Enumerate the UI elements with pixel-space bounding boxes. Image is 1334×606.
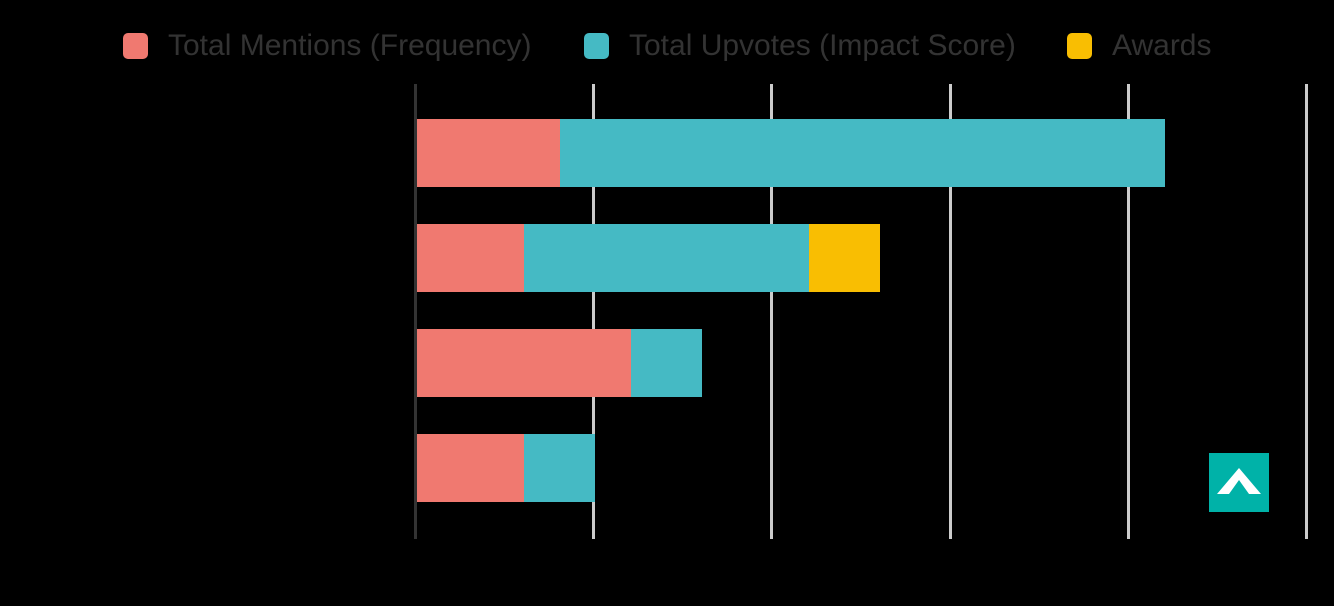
bar-row-2	[417, 329, 703, 397]
bar-row-3	[417, 434, 596, 502]
bar-segment-series-0[interactable]	[417, 434, 524, 502]
chevron-logo	[1209, 453, 1269, 512]
x-gridline	[592, 84, 596, 539]
legend-item-2[interactable]: Awards	[1067, 29, 1212, 63]
x-gridline	[770, 84, 774, 539]
bar-segment-series-1[interactable]	[523, 224, 810, 292]
x-gridline	[1126, 84, 1130, 539]
legend-swatch-icon	[584, 33, 609, 59]
bar-segment-series-0[interactable]	[417, 224, 524, 292]
legend-swatch-icon	[123, 33, 148, 59]
chevron-icon	[1217, 468, 1261, 494]
legend-label: Awards	[1112, 29, 1212, 62]
bar-segment-series-1[interactable]	[559, 119, 1166, 187]
y-axis-line	[414, 84, 417, 539]
bar-row-0	[417, 119, 1166, 187]
legend-item-1[interactable]: Total Upvotes (Impact Score)	[584, 29, 1016, 63]
x-gridline	[948, 84, 952, 539]
bar-segment-series-1[interactable]	[523, 434, 596, 502]
bar-segment-series-1[interactable]	[630, 329, 703, 397]
legend-label: Total Upvotes (Impact Score)	[629, 29, 1016, 62]
bar-row-1	[417, 224, 881, 292]
bar-segment-series-0[interactable]	[417, 119, 560, 187]
legend-item-0[interactable]: Total Mentions (Frequency)	[123, 29, 532, 63]
bar-segment-series-2[interactable]	[809, 224, 881, 292]
logo-background	[1209, 453, 1269, 512]
legend-swatch-icon	[1067, 33, 1092, 59]
legend-label: Total Mentions (Frequency)	[168, 29, 532, 62]
bar-segment-series-0[interactable]	[417, 329, 631, 397]
x-gridline	[1305, 84, 1308, 539]
